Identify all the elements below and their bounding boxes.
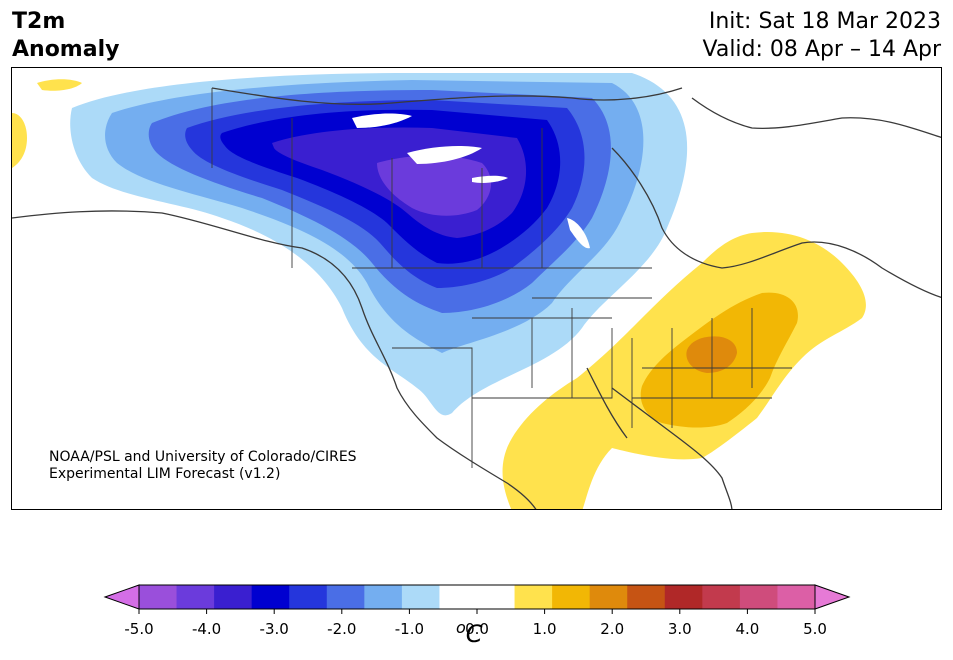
colorbar-swatch: [477, 585, 516, 609]
credit-text: NOAA/PSL and University of Colorado/CIRE…: [49, 449, 357, 483]
colorbar-swatch: [401, 585, 440, 609]
anomaly-map: [11, 67, 942, 510]
colorbar-swatch: [139, 585, 178, 609]
colorbar-swatch: [364, 585, 403, 609]
great-slave-lake: [472, 175, 508, 183]
colorbar-swatch: [664, 585, 703, 609]
state-borders: [211, 88, 792, 468]
colorbar-ticks: -5.0 -4.0 -3.0 -2.0 -1.0 0.0 1.0 2.0 3.0 4.0 5.0: [124, 609, 827, 638]
coastlines: [12, 87, 941, 509]
unit-degree: o: [456, 618, 466, 637]
colorbar-swatch: [777, 585, 816, 609]
colorbar-swatch: [214, 585, 253, 609]
hudson-area-lake: [352, 113, 412, 128]
contour-purple: [377, 155, 492, 216]
colorbar-swatch: [589, 585, 628, 609]
unit-letter: C: [465, 620, 483, 648]
map-svg: [12, 73, 941, 509]
colorbar-swatch: [176, 585, 215, 609]
init-date: Init: Sat 18 Mar 2023: [708, 9, 941, 34]
colorbar-tick-label: 1.0: [533, 620, 557, 638]
colorbar-tick-label: -2.0: [327, 620, 356, 638]
colorbar-tick-label: -1.0: [395, 620, 424, 638]
colorbar-tick-label: 5.0: [803, 620, 827, 638]
colorbar-tick-label: -4.0: [192, 620, 221, 638]
colorbar-unit: oC: [456, 618, 483, 648]
colorbar-tick-label: -5.0: [124, 620, 153, 638]
title-line-2: Anomaly: [12, 37, 120, 62]
colorbar-swatch: [552, 585, 591, 609]
forecast-dates: Init: Sat 18 Mar 2023 Valid: 08 Apr – 14…: [703, 8, 942, 64]
colorbar-tick-label: 2.0: [600, 620, 624, 638]
colorbar-over-arrow: [814, 584, 851, 610]
colorbar-swatches: [139, 585, 816, 609]
colorbar-swatch: [739, 585, 778, 609]
colorbar-under-arrow: [103, 584, 140, 610]
colorbar-tick-label: 3.0: [668, 620, 692, 638]
colorbar-swatch: [514, 585, 553, 609]
contour-west-edge-yellow: [12, 113, 27, 168]
colorbar-swatch: [439, 585, 478, 609]
contour-nw-yellow: [37, 79, 82, 91]
title-line-1: T2m: [12, 9, 66, 34]
valid-range: Valid: 08 Apr – 14 Apr: [702, 37, 942, 62]
colorbar-tick-label: 4.0: [735, 620, 759, 638]
colorbar-swatch: [251, 585, 290, 609]
credit-line-1: NOAA/PSL and University of Colorado/CIRE…: [49, 449, 357, 465]
colorbar-swatch: [627, 585, 666, 609]
colorbar-swatch: [289, 585, 328, 609]
colorbar: -5.0 -4.0 -3.0 -2.0 -1.0 0.0 1.0 2.0 3.0 4.0 5.0: [103, 584, 851, 638]
lake-winnipeg: [567, 218, 590, 249]
credit-line-2: Experimental LIM Forecast (v1.2): [49, 466, 281, 482]
colorbar-tick-label: -3.0: [260, 620, 289, 638]
great-bear-lake: [407, 145, 482, 164]
colorbar-tick-label: 0.0: [465, 620, 489, 638]
colorbar-swatch: [702, 585, 741, 609]
map-title: T2m Anomaly: [12, 8, 119, 64]
colorbar-swatch: [326, 585, 365, 609]
